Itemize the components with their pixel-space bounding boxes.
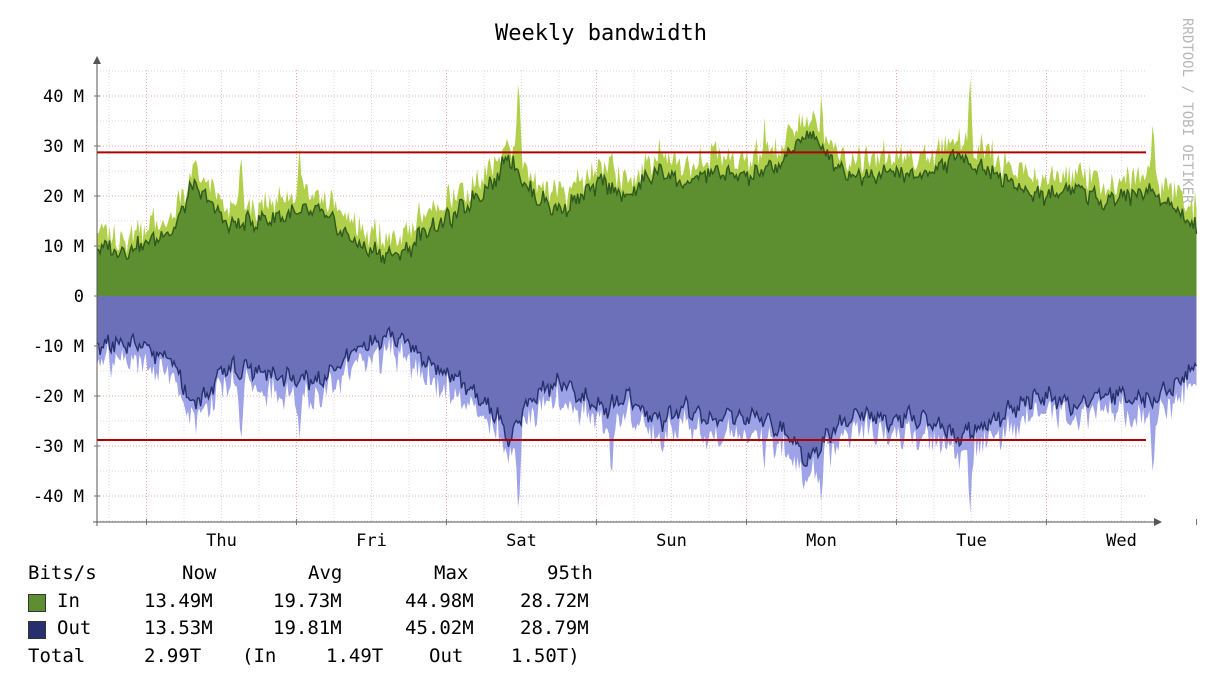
series-out-line: [96, 325, 1198, 467]
legend-header-now: Now: [182, 562, 217, 584]
watermark: RRDTOOL / TOBI OETIKER: [1179, 18, 1195, 204]
legend-total-in-value: 1.49T: [326, 645, 384, 667]
bandwidth-chart: 40 M 30 M 20 M 10 M 0 -10 M -20 M -30 M -40 M Thu…: [33, 18, 1198, 551]
series-out-avg-area: [97, 296, 1197, 467]
legend-total-value: 2.99T: [144, 645, 202, 667]
x-tick-label: Thu: [206, 531, 237, 551]
legend-total-out-label: Out: [429, 645, 464, 667]
y-tick-label: 0: [74, 287, 84, 307]
legend-header-unit: Bits/s: [28, 562, 97, 584]
legend-out-max: 45.02M: [405, 617, 474, 639]
x-tick-label: Sat: [506, 531, 537, 551]
x-tick-label: Mon: [806, 531, 837, 551]
legend-in-now: 13.49M: [144, 590, 213, 612]
legend-in-swatch: [28, 594, 46, 612]
y-tick-label: -10 M: [33, 337, 84, 357]
legend-total-label: Total: [28, 645, 86, 667]
legend-out-avg: 19.81M: [273, 617, 342, 639]
legend-header-max: Max: [434, 562, 469, 584]
legend-out-swatch: [28, 621, 46, 639]
legend-total-in-label: (In: [242, 645, 277, 667]
legend-header-p95: 95th: [547, 562, 593, 584]
y-tick-label: -40 M: [33, 487, 84, 507]
x-tick-label: Wed: [1106, 531, 1137, 551]
series-in-line: [96, 130, 1198, 265]
x-axis-arrow: [1154, 518, 1162, 526]
y-tick-label: 10 M: [43, 237, 84, 257]
legend-in-max: 44.98M: [405, 590, 474, 612]
legend: Bits/s Now Avg Max 95th In 13.49M 19.73M…: [0, 558, 760, 678]
series-in-avg-area: [97, 130, 1197, 296]
legend-in-label: In: [57, 590, 80, 612]
x-tick-label: Sun: [656, 531, 687, 551]
y-tick-label: -20 M: [33, 387, 84, 407]
legend-total-out-value: 1.50T): [511, 645, 580, 667]
legend-out-p95: 28.79M: [520, 617, 589, 639]
legend-in-p95: 28.72M: [520, 590, 589, 612]
y-tick-label: 20 M: [43, 187, 84, 207]
y-tick-label: -30 M: [33, 437, 84, 457]
series-areas: [97, 78, 1197, 514]
x-tick-label: Tue: [956, 531, 987, 551]
y-axis-arrow: [93, 56, 101, 64]
axes: [93, 56, 1197, 526]
legend-out-label: Out: [57, 617, 92, 639]
legend-in-avg: 19.73M: [273, 590, 342, 612]
percentile-lines: [97, 151, 1146, 441]
chart-title: Weekly bandwidth: [495, 21, 707, 46]
y-tick-label: 40 M: [43, 87, 84, 107]
tick-labels: 40 M 30 M 20 M 10 M 0 -10 M -20 M -30 M -40 M Thu…: [33, 87, 1137, 551]
series-lines: [96, 130, 1198, 467]
y-tick-label: 30 M: [43, 137, 84, 157]
legend-header-avg: Avg: [308, 562, 343, 584]
x-tick-label: Fri: [356, 531, 387, 551]
legend-out-now: 13.53M: [144, 617, 213, 639]
